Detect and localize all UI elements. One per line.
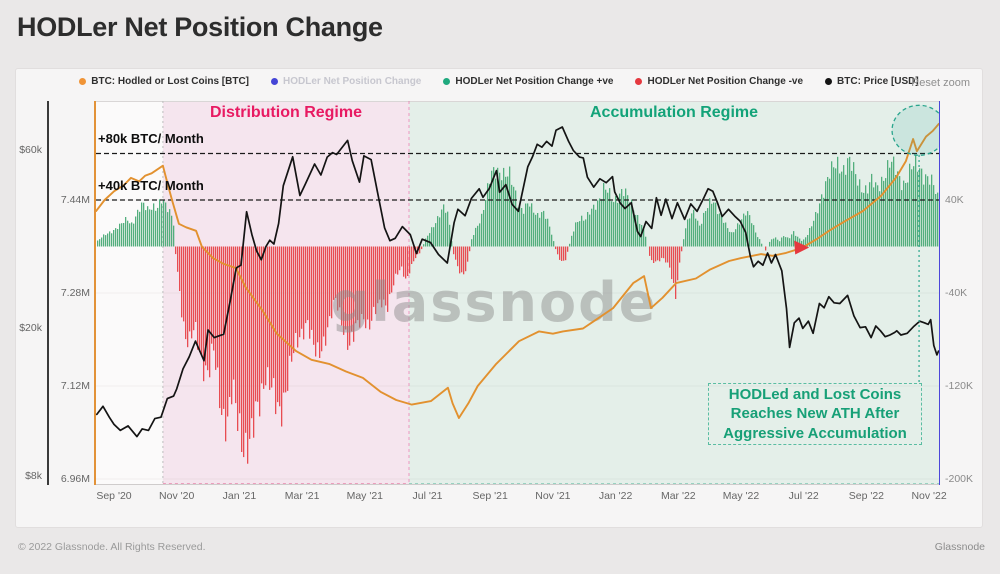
legend-dot-icon bbox=[79, 78, 87, 85]
price-axis-tick: $8k bbox=[25, 470, 42, 482]
x-axis-tick: Mar '22 bbox=[660, 490, 696, 502]
price-axis-line bbox=[47, 101, 49, 485]
x-axis-tick: Jan '21 bbox=[222, 490, 257, 502]
x-axis-tick: Jul '22 bbox=[788, 490, 819, 502]
legend-dot-icon bbox=[271, 78, 279, 85]
footer-brand: Glassnode bbox=[934, 541, 985, 553]
legend-label: BTC: Hodled or Lost Coins [BTC] bbox=[91, 76, 250, 87]
legend-dot-icon bbox=[635, 78, 643, 85]
x-axis-tick: Nov '21 bbox=[535, 490, 571, 502]
net-axis-tick: -40K bbox=[945, 287, 968, 299]
legend-dot-icon bbox=[443, 78, 451, 85]
supply-axis-line bbox=[94, 101, 96, 485]
supply-axis-tick: 6.96M bbox=[60, 473, 90, 485]
legend-label: BTC: Price [USD] bbox=[837, 76, 919, 87]
x-axis-tick: Jul '21 bbox=[412, 490, 443, 502]
net-axis-tick: -120K bbox=[945, 380, 974, 392]
page-title: HODLer Net Position Change bbox=[17, 12, 383, 42]
x-axis-tick: May '21 bbox=[346, 490, 384, 502]
chart-canvas: glassnode bbox=[96, 101, 939, 485]
chart-card: BTC: Hodled or Lost Coins [BTC] HODLer Ne… bbox=[15, 68, 983, 528]
ath-annotation-box: HODLed and Lost Coins Reaches New ATH Af… bbox=[708, 383, 922, 445]
price-axis-tick: $20k bbox=[19, 321, 42, 334]
legend-dot-icon bbox=[825, 78, 833, 85]
price-axis-tick: $60k bbox=[19, 143, 42, 156]
legend-label: HODLer Net Position Change +ve bbox=[455, 76, 614, 87]
net-axis-tick: 40K bbox=[945, 194, 964, 206]
ath-annotation-line3: Aggressive Accumulation bbox=[723, 424, 907, 442]
x-axis-tick: Sep '22 bbox=[848, 490, 885, 502]
ath-annotation-line1: HODLed and Lost Coins bbox=[728, 385, 902, 403]
supply-axis-tick: 7.28M bbox=[60, 287, 90, 299]
x-axis-tick: Sep '21 bbox=[472, 490, 508, 502]
svg-text:glassnode: glassnode bbox=[331, 271, 658, 334]
x-axis-tick: Sep '20 bbox=[96, 490, 132, 502]
legend-item-4[interactable]: BTC: Price [USD] bbox=[825, 76, 919, 87]
net-axis-tick: -200K bbox=[945, 473, 974, 485]
chart-legend: BTC: Hodled or Lost Coins [BTC] HODLer Ne… bbox=[76, 76, 922, 87]
legend-label: HODLer Net Position Change -ve bbox=[647, 76, 804, 87]
supply-axis-tick: 7.44M bbox=[60, 194, 90, 206]
supply-axis-tick: 7.12M bbox=[60, 380, 90, 392]
x-axis-tick: Nov '20 bbox=[159, 490, 195, 502]
footer: © 2022 Glassnode. All Rights Reserved. G… bbox=[0, 538, 1000, 562]
x-axis-tick: Nov '22 bbox=[911, 490, 947, 502]
legend-item-2[interactable]: HODLer Net Position Change +ve bbox=[443, 76, 613, 87]
legend-label: HODLer Net Position Change bbox=[283, 76, 422, 87]
x-axis-tick: Mar '21 bbox=[284, 490, 320, 502]
legend-item-3[interactable]: HODLer Net Position Change -ve bbox=[635, 76, 803, 87]
legend-item-1[interactable]: HODLer Net Position Change bbox=[271, 76, 421, 87]
reset-zoom-button[interactable]: Reset zoom bbox=[911, 77, 970, 89]
x-axis-tick: Jan '22 bbox=[598, 490, 633, 502]
copyright-text: © 2022 Glassnode. All Rights Reserved. bbox=[18, 541, 206, 553]
x-axis-tick: May '22 bbox=[722, 490, 760, 502]
legend-item-0[interactable]: BTC: Hodled or Lost Coins [BTC] bbox=[79, 76, 249, 87]
plot-area[interactable]: glassnode bbox=[96, 101, 939, 485]
ath-annotation-line2: Reaches New ATH After bbox=[730, 405, 900, 423]
